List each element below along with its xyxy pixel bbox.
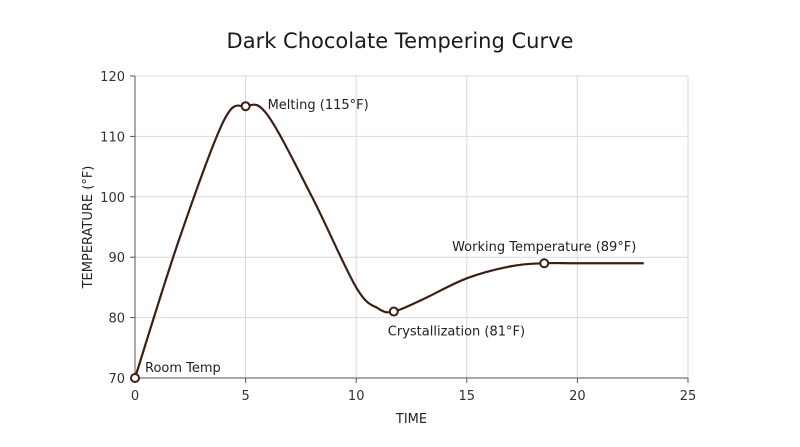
annotation-label: Crystallization (81°F) (388, 325, 525, 340)
y-tick-label: 120 (100, 70, 125, 85)
annotation-point (130, 373, 140, 383)
annotation-label: Working Temperature (89°F) (452, 240, 636, 255)
y-tick-label: 70 (108, 372, 125, 387)
annotation-label: Melting (115°F) (268, 98, 369, 113)
annotation-point (539, 258, 550, 269)
x-tick-label: 10 (348, 389, 365, 404)
x-tick-label: 0 (131, 389, 139, 404)
y-tick-label: 80 (108, 312, 125, 327)
axes (134, 76, 688, 379)
annotation-label: Room Temp (145, 361, 221, 376)
x-tick-label: 5 (241, 389, 249, 404)
x-tick-label: 25 (680, 389, 697, 404)
y-tick-label: 100 (100, 191, 125, 206)
y-tick-label: 110 (100, 130, 125, 145)
annotation-point (388, 306, 399, 317)
series (133, 103, 644, 379)
annotations: Room Temp Melting (115°F) Crystallization … (130, 98, 636, 383)
x-axis-label: TIME (395, 412, 427, 427)
x-tick-label: 15 (459, 389, 476, 404)
chart-title: Dark Chocolate Tempering Curve (227, 29, 574, 53)
annotation-point (240, 101, 251, 112)
tick-labels: 0 5 10 15 20 25 70 80 90 100 110 120 (100, 70, 696, 404)
temperature-line (133, 103, 644, 379)
y-tick-label: 90 (108, 251, 125, 266)
x-tick-label: 20 (569, 389, 586, 404)
y-axis-label: TEMPERATURE (°F) (81, 166, 96, 290)
grid (135, 75, 689, 378)
